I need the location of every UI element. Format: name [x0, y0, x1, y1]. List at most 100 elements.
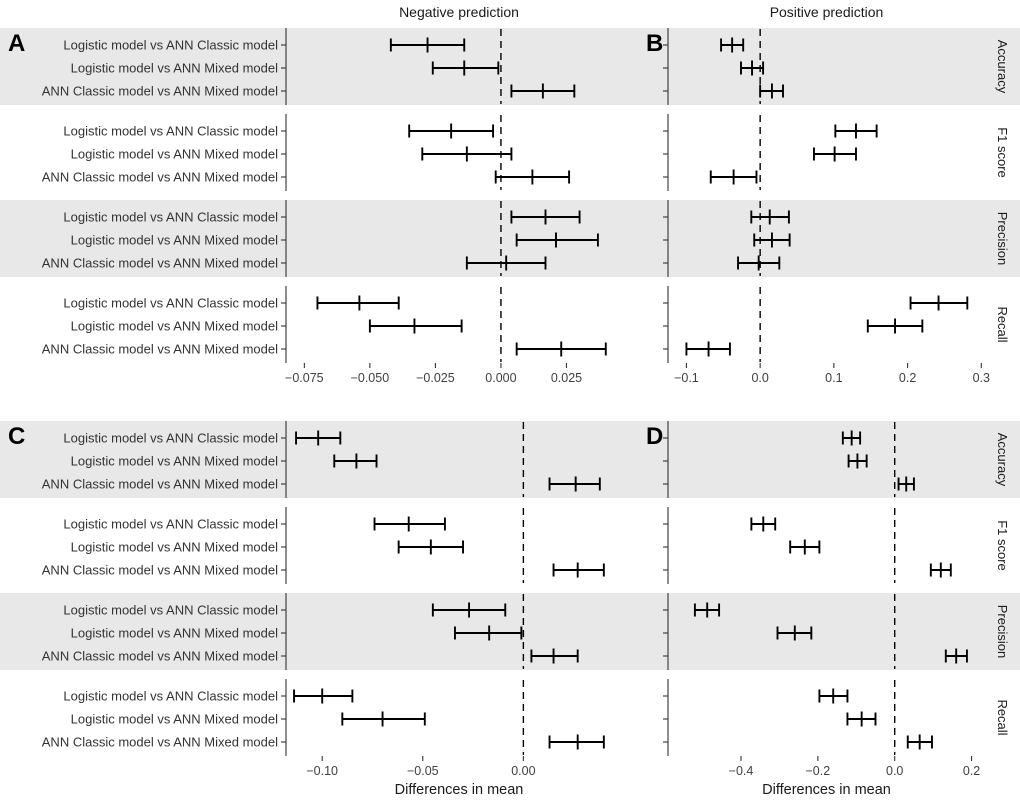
strip-label-accuracy: Accuracy [995, 433, 1010, 487]
x-tick-label: −0.2 [806, 764, 831, 778]
errorbar-D-precision-3 [944, 648, 968, 664]
errorbar-C-recall-2 [341, 711, 426, 727]
errorbar-C-precision-1 [431, 602, 507, 618]
row-label: ANN Classic model vs ANN Mixed model [42, 563, 278, 578]
row-label: ANN Classic model vs ANN Mixed model [42, 735, 278, 750]
panel-letter-B: B [646, 30, 663, 57]
x-tick-label: 0.3 [973, 371, 990, 385]
row-label: ANN Classic model vs ANN Mixed model [42, 649, 278, 664]
errorbar-B-accuracy-2 [740, 60, 765, 76]
strip-label-precision: Precision [995, 605, 1010, 658]
row-label: Logistic model vs ANN Mixed model [71, 61, 278, 76]
row-label: Logistic model vs ANN Mixed model [71, 540, 278, 555]
row-label: ANN Classic model vs ANN Mixed model [42, 342, 278, 357]
errorbar-C-recall-3 [548, 734, 605, 750]
panel-A: A Negative prediction Logistic model vs AN… [8, 4, 607, 385]
errorbar-A-precision-2 [515, 232, 599, 248]
errorbar-C-f1-score-3 [552, 562, 605, 578]
row-label: ANN Classic model vs ANN Mixed model [42, 84, 278, 99]
row-label: Logistic model vs ANN Mixed model [71, 712, 278, 727]
errorbar-B-recall-2 [866, 318, 924, 334]
errorbar-B-recall-3 [685, 341, 731, 357]
errorbar-C-accuracy-3 [548, 476, 601, 492]
facet-band-precision [0, 200, 1020, 277]
x-tick-label: −0.050 [351, 371, 390, 385]
x-tick-label: −0.1 [674, 371, 699, 385]
x-tick-label: 0.0 [886, 764, 903, 778]
row-label: Logistic model vs ANN Mixed model [71, 147, 278, 162]
facet-band-accuracy [0, 28, 1020, 105]
errorbar-D-f1-score-2 [789, 539, 821, 555]
x-tick-label: 0.000 [485, 371, 516, 385]
strip-label-precision: Precision [995, 212, 1010, 265]
errorbar-A-f1-score-1 [408, 123, 495, 139]
errorbar-A-recall-1 [316, 295, 400, 311]
panel-C: C Logistic model vs ANN Classic model Logi… [8, 421, 605, 798]
row-label: ANN Classic model vs ANN Mixed model [42, 477, 278, 492]
row-label: ANN Classic model vs ANN Mixed model [42, 170, 278, 185]
x-tick-label: 0.0 [751, 371, 768, 385]
x-tick-label: 0.025 [551, 371, 582, 385]
errorbar-A-recall-2 [368, 318, 463, 334]
errorbar-C-f1-score-2 [397, 539, 464, 555]
panel-letter-A: A [8, 30, 25, 57]
errorbar-D-recall-3 [906, 734, 933, 750]
errorbar-B-f1-score-2 [813, 146, 857, 162]
errorbar-B-accuracy-3 [759, 83, 784, 99]
errorbar-B-f1-score-1 [834, 123, 878, 139]
row-label: Logistic model vs ANN Mixed model [71, 233, 278, 248]
errorbar-C-accuracy-1 [295, 430, 342, 446]
row-label: Logistic model vs ANN Classic model [63, 431, 278, 446]
column-title-B: Positive prediction [770, 4, 884, 20]
errorbar-A-f1-score-2 [421, 146, 513, 162]
x-tick-label: 0.00 [511, 764, 535, 778]
errorbar-A-accuracy-1 [389, 37, 466, 53]
row-label: ANN Classic model vs ANN Mixed model [42, 256, 278, 271]
x-tick-label: −0.025 [416, 371, 455, 385]
errorbar-B-recall-1 [909, 295, 969, 311]
errorbar-A-accuracy-3 [510, 83, 576, 99]
x-tick-label: 0.1 [825, 371, 842, 385]
errorbar-B-f1-score-3 [709, 169, 758, 185]
x-axis-title-D: Differences in mean [762, 782, 891, 798]
strip-label-f1-score: F1 score [995, 127, 1010, 178]
x-tick-label: −0.05 [407, 764, 439, 778]
errorbar-C-recall-1 [293, 688, 354, 704]
errorbar-D-precision-1 [693, 602, 721, 618]
errorbar-B-precision-2 [753, 232, 791, 248]
errorbar-D-recall-2 [846, 711, 877, 727]
x-tick-label: 0.2 [899, 371, 916, 385]
x-tick-label: −0.075 [285, 371, 324, 385]
errorbar-D-f1-score-1 [750, 516, 777, 532]
errorbar-A-f1-score-3 [494, 169, 571, 185]
row-label: Logistic model vs ANN Classic model [63, 296, 278, 311]
row-label: Logistic model vs ANN Classic model [63, 210, 278, 225]
errorbar-D-accuracy-1 [841, 430, 862, 446]
x-tick-label: −0.4 [729, 764, 754, 778]
row-label: Logistic model vs ANN Mixed model [71, 454, 278, 469]
errorbar-D-accuracy-2 [847, 453, 868, 469]
x-tick-label: −0.10 [306, 764, 338, 778]
strip-label-recall: Recall [995, 699, 1010, 735]
row-label: Logistic model vs ANN Classic model [63, 689, 278, 704]
facet-band-precision [0, 593, 1020, 670]
strip-label-f1-score: F1 score [995, 520, 1010, 571]
errorbar-A-accuracy-2 [431, 60, 500, 76]
errorbar-C-precision-3 [530, 648, 579, 664]
row-label: Logistic model vs ANN Mixed model [71, 319, 278, 334]
errorbar-D-f1-score-3 [929, 562, 952, 578]
row-label: Logistic model vs ANN Mixed model [71, 626, 278, 641]
errorbar-B-precision-3 [737, 255, 781, 271]
panel-letter-D: D [646, 423, 663, 450]
row-label: Logistic model vs ANN Classic model [63, 124, 278, 139]
panel-letter-C: C [8, 423, 25, 450]
errorbar-C-accuracy-2 [333, 453, 378, 469]
errorbar-D-recall-1 [818, 688, 849, 704]
row-label: Logistic model vs ANN Classic model [63, 517, 278, 532]
errorbar-A-precision-3 [465, 255, 547, 271]
panel-D: D Accuracy F1 score Precision Recall −0.4 −0.2… [646, 421, 1010, 798]
errorbar-A-precision-1 [510, 209, 581, 225]
strip-label-recall: Recall [995, 306, 1010, 342]
